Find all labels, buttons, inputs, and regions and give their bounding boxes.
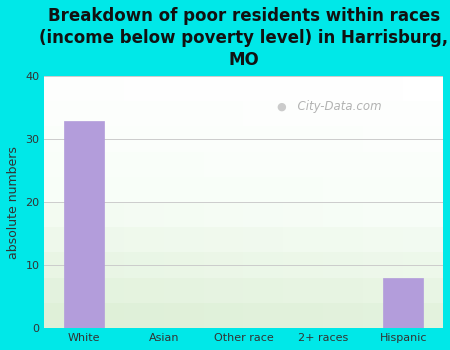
Title: Breakdown of poor residents within races
(income below poverty level) in Harrisb: Breakdown of poor residents within races… bbox=[39, 7, 448, 69]
Bar bbox=[383, 278, 423, 328]
Text: City-Data.com: City-Data.com bbox=[290, 100, 381, 113]
Y-axis label: absolute numbers: absolute numbers bbox=[7, 146, 20, 259]
Text: ●: ● bbox=[277, 102, 287, 112]
Bar bbox=[64, 120, 104, 328]
